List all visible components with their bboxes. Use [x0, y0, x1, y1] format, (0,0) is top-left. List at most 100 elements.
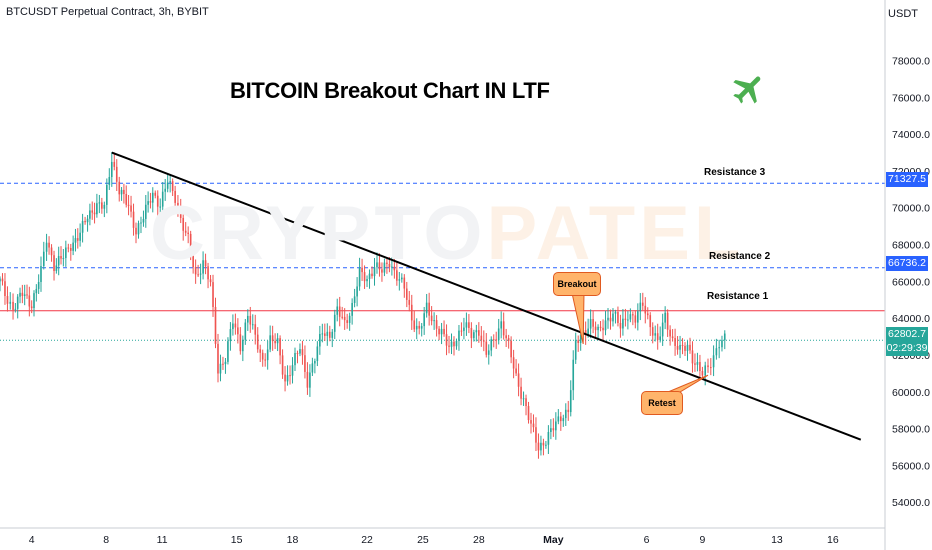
candle-body — [26, 294, 28, 296]
candle-body — [76, 238, 79, 241]
retest-pointer — [667, 374, 709, 393]
candle-body — [110, 161, 113, 177]
candle-body — [455, 340, 458, 347]
candle-body — [37, 281, 40, 289]
y-tick-label: 74000.0 — [892, 129, 930, 141]
candle-body — [632, 314, 634, 316]
candle-body — [311, 363, 314, 373]
candle-body — [140, 222, 142, 224]
candle-body — [639, 302, 642, 312]
descending-trendline — [111, 151, 862, 441]
candle-body — [681, 344, 684, 346]
candle-body — [644, 305, 647, 314]
candle-body — [271, 335, 274, 342]
candle-body — [515, 368, 517, 374]
candle-body — [450, 341, 453, 347]
candle-body — [65, 247, 67, 259]
candle-body — [30, 306, 33, 309]
x-tick-label: 28 — [473, 534, 485, 546]
candle-body — [166, 182, 169, 189]
candle-body — [326, 331, 329, 336]
candle-body — [500, 321, 503, 329]
candle-body — [627, 319, 629, 321]
candle-body — [98, 202, 101, 204]
candle-body — [619, 322, 622, 329]
y-tick-label: 60000.0 — [892, 387, 930, 399]
x-tick-label: 8 — [103, 534, 109, 546]
y-tick-label: 70000.0 — [892, 203, 930, 215]
candle-body — [12, 301, 14, 310]
resistance-1-label: Resistance 1 — [707, 291, 769, 302]
candle-body — [6, 296, 9, 304]
candle-body — [448, 345, 450, 347]
candle-body — [348, 315, 351, 323]
candle-body — [50, 247, 53, 256]
candle-body — [545, 444, 547, 446]
candle-body — [547, 431, 550, 445]
candle-body — [224, 361, 227, 365]
candle-body — [649, 315, 652, 328]
candle-body — [4, 281, 6, 297]
candle-body — [202, 260, 204, 274]
candle-body — [562, 418, 565, 422]
candle-body — [415, 325, 418, 330]
candle-body — [550, 428, 552, 432]
candle-body — [284, 374, 286, 382]
candle-body — [661, 322, 664, 337]
candle-body — [373, 267, 376, 277]
candle-body — [212, 282, 214, 307]
candle-body — [227, 341, 229, 362]
candle-body — [701, 370, 704, 376]
candle-body — [9, 301, 12, 304]
symbol-header: BTCUSDT Perpetual Contract, 3h, BYBIT — [6, 6, 209, 18]
candle-body — [67, 247, 70, 249]
candle-body — [651, 327, 654, 336]
candle-body — [473, 332, 475, 339]
candle-body — [341, 316, 344, 318]
candle-body — [512, 357, 515, 369]
candle-body — [413, 320, 416, 330]
candle-body — [659, 336, 661, 340]
candle-body — [497, 328, 500, 341]
candle-body — [229, 329, 232, 342]
candle-body — [161, 191, 164, 207]
candle-body — [378, 262, 381, 270]
candle-body — [89, 210, 91, 219]
x-tick-label: 9 — [699, 534, 705, 546]
candle-body — [707, 365, 709, 368]
candle-body — [187, 232, 189, 234]
candle-body — [542, 442, 545, 446]
candle-body — [120, 189, 123, 195]
candle-body — [74, 238, 77, 243]
currency-label[interactable]: USDT — [888, 8, 918, 20]
candle-body — [174, 190, 176, 203]
candle-body — [537, 442, 540, 451]
candle-body — [445, 334, 448, 346]
candle-body — [388, 263, 391, 268]
candle-body — [294, 353, 296, 366]
candle-body — [177, 202, 179, 209]
candle-body — [386, 262, 388, 264]
candle-body — [691, 350, 694, 364]
candle-body — [269, 335, 271, 350]
candle-body — [106, 184, 108, 205]
candle-body — [194, 267, 197, 275]
candle-body — [401, 277, 403, 280]
candle-body — [470, 327, 473, 339]
candle-body — [612, 313, 614, 322]
candle-body — [333, 314, 336, 332]
candle-body — [323, 333, 326, 336]
candle-body — [555, 421, 557, 431]
candle-body — [301, 349, 304, 356]
retest-callout: Retest — [641, 391, 683, 415]
candle-body — [1, 278, 4, 282]
candle-body — [391, 266, 393, 268]
candle-body — [532, 423, 535, 428]
candle-body — [118, 181, 121, 195]
candle-body — [264, 359, 267, 361]
candle-body — [246, 315, 249, 323]
current-price-tag: 62802.7 — [886, 327, 928, 342]
candle-body — [309, 372, 311, 388]
x-tick-label: 25 — [417, 534, 429, 546]
candle-body — [276, 338, 279, 344]
